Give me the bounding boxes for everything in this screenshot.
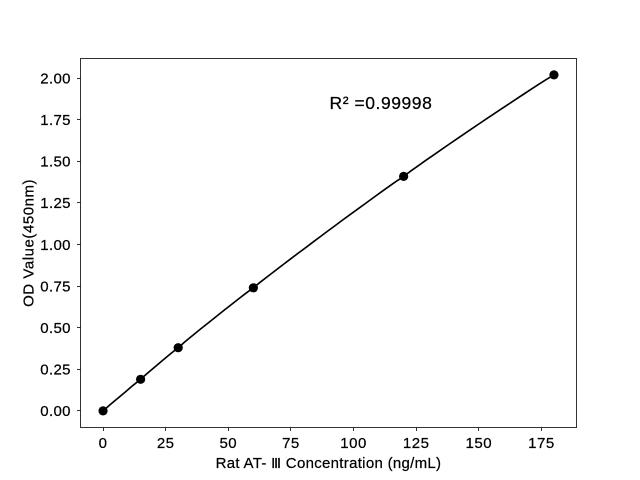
svg-text:OD Value(450nm): OD Value(450nm) bbox=[21, 179, 38, 307]
svg-text:Rat AT- III Concentration (ng/: Rat AT- III Concentration (ng/mL) bbox=[216, 455, 442, 472]
svg-text:125: 125 bbox=[403, 435, 430, 452]
svg-text:1.25: 1.25 bbox=[40, 195, 71, 212]
svg-text:2.00: 2.00 bbox=[40, 70, 71, 87]
svg-text:175: 175 bbox=[528, 435, 555, 452]
svg-text:0.75: 0.75 bbox=[40, 278, 71, 295]
svg-text:50: 50 bbox=[219, 435, 237, 452]
svg-text:25: 25 bbox=[157, 435, 175, 452]
svg-text:75: 75 bbox=[282, 435, 300, 452]
svg-text:R² =0.99998: R² =0.99998 bbox=[330, 93, 433, 113]
svg-text:0.50: 0.50 bbox=[40, 320, 71, 337]
svg-text:150: 150 bbox=[466, 435, 493, 452]
svg-text:1.75: 1.75 bbox=[40, 112, 71, 129]
svg-text:0.25: 0.25 bbox=[40, 362, 71, 379]
svg-text:100: 100 bbox=[340, 435, 367, 452]
svg-text:0: 0 bbox=[99, 435, 108, 452]
svg-text:0.00: 0.00 bbox=[40, 403, 71, 420]
svg-text:1.50: 1.50 bbox=[40, 154, 71, 171]
svg-text:1.00: 1.00 bbox=[40, 237, 71, 254]
